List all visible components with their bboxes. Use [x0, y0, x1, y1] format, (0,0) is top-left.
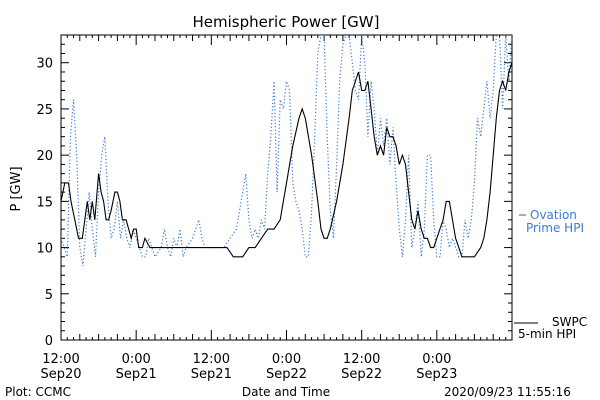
x-tick-label-date: Sep21 [116, 367, 157, 382]
x-axis-ticks: 12:00Sep200:00Sep2112:00Sep210:00Sep2212… [40, 35, 513, 382]
y-tick-label: 20 [36, 149, 53, 164]
legend-swpc-label-line1: SWPC [552, 315, 587, 329]
series-swpc-line [61, 62, 512, 258]
y-tick-label: 30 [36, 57, 53, 72]
x-tick-label-date: Sep23 [416, 367, 457, 382]
legend-ovation-label-line1: Ovation [530, 208, 577, 222]
x-axis-label: Date and Time [242, 385, 330, 399]
y-tick-label: 10 [36, 242, 53, 257]
x-tick-label-time: 0:00 [422, 352, 451, 367]
footer-plot-credit: Plot: CCMC [5, 385, 71, 399]
x-tick-label-date: Sep20 [40, 367, 81, 382]
chart-title: Hemispheric Power [GW] [193, 13, 380, 31]
y-tick-label: 15 [36, 195, 53, 210]
x-tick-label-time: 12:00 [343, 352, 380, 367]
x-tick-label-time: 0:00 [272, 352, 301, 367]
plot-frame [60, 34, 513, 341]
y-tick-label: 5 [45, 288, 53, 303]
x-tick-label-date: Sep22 [266, 367, 307, 382]
x-tick-label-time: 12:00 [42, 352, 79, 367]
series-ovation-line [61, 35, 512, 267]
y-axis-ticks: 0 5 10 15 20 25 30 [36, 34, 512, 349]
x-tick-label-time: 12:00 [193, 352, 230, 367]
x-tick-label-date: Sep21 [191, 367, 232, 382]
legend-swpc: SWPC 5-min HPI [514, 315, 587, 341]
y-tick-label: 0 [45, 334, 53, 349]
y-axis-label: P [GW] [9, 166, 24, 211]
legend-swpc-label-line2: 5-min HPI [518, 327, 576, 341]
legend-ovation-label-line2: Prime HPI [526, 221, 584, 235]
footer-timestamp: 2020/09/23 11:55:16 [444, 385, 571, 399]
legend-ovation: Ovation Prime HPI [519, 208, 584, 235]
x-tick-label-date: Sep22 [341, 367, 382, 382]
y-tick-label: 25 [36, 103, 53, 118]
series-layer [61, 35, 512, 267]
x-tick-label-time: 0:00 [122, 352, 151, 367]
